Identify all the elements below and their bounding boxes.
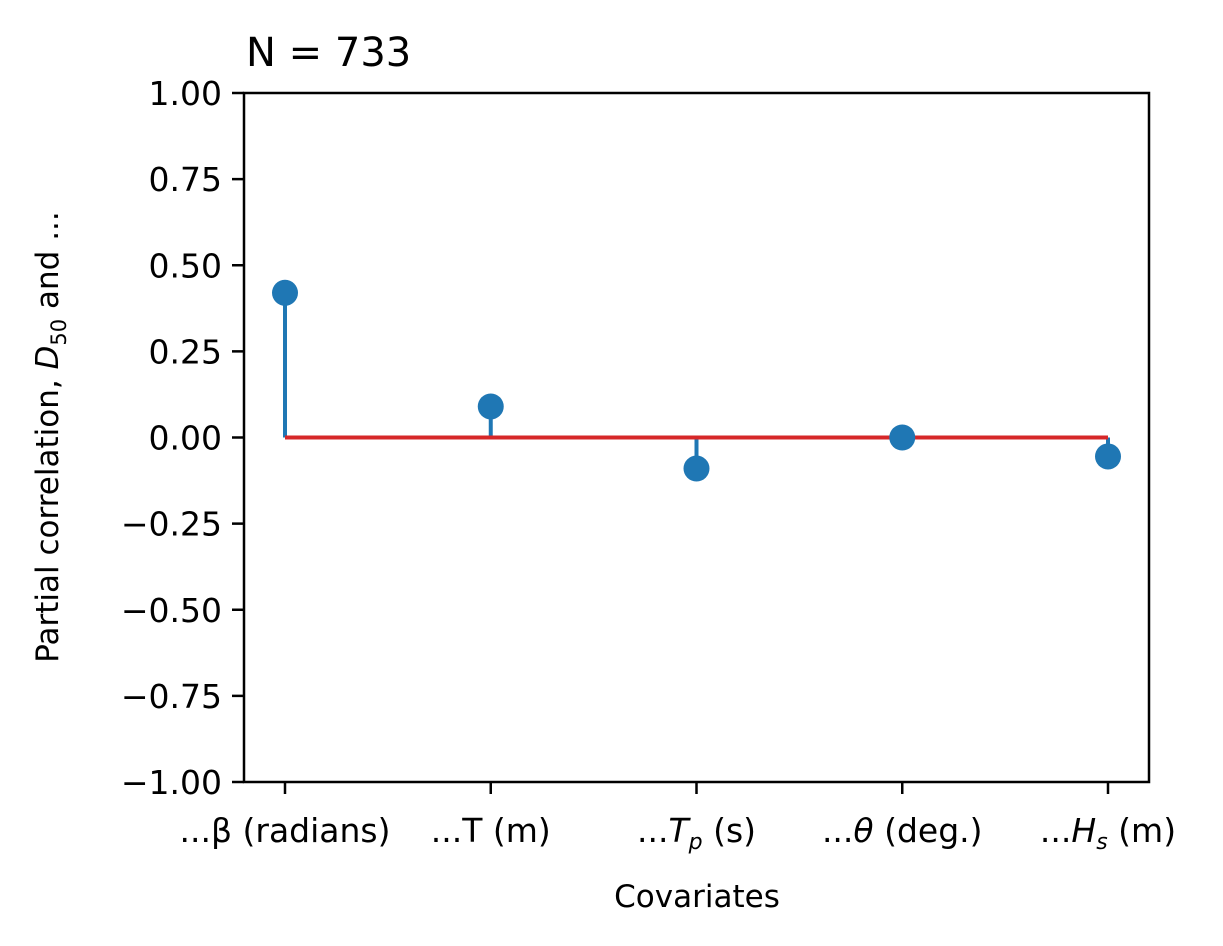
stem-marker — [1095, 443, 1121, 470]
y-axis-title-subscript: 50 — [47, 319, 71, 346]
x-tick-label: ...Hs (m) — [1040, 811, 1176, 855]
x-tick-label: ...β (radians) — [179, 811, 390, 850]
y-tick-label: −1.00 — [121, 763, 222, 802]
stem-marker — [272, 279, 298, 306]
x-tick-label: ...Tp (s) — [637, 811, 756, 855]
y-tick-label: 0.50 — [149, 246, 222, 285]
y-axis: 1.00 0.75 0.50 0.25 0.00 −0.25 −0.50 −0.75 −1.00 — [121, 74, 244, 802]
stem-marker — [683, 455, 710, 482]
y-tick-label: −0.25 — [121, 505, 222, 544]
y-tick-label: −0.50 — [121, 591, 222, 630]
x-axis: ...β (radians) ...T (m) ...Tp (s) ...θ (deg… — [179, 782, 1176, 855]
x-axis-title: Covariates — [614, 879, 780, 915]
y-axis-title-symbol: D — [30, 346, 66, 370]
y-tick-label: 0.00 — [149, 419, 222, 458]
y-tick-label: 0.25 — [149, 332, 222, 371]
y-axis-title-prefix: Partial correlation, — [30, 369, 66, 662]
y-tick-label: 0.75 — [149, 160, 222, 199]
stem-marker — [889, 424, 916, 451]
plot-layer — [272, 279, 1121, 482]
x-tick-label: ...T (m) — [431, 811, 551, 850]
y-axis-title: Partial correlation, D50 and ... — [30, 211, 71, 663]
stem-marker — [477, 393, 504, 420]
chart-title: N = 733 — [246, 30, 411, 76]
y-axis-title-suffix: and ... — [30, 211, 66, 319]
y-tick-label: −0.75 — [121, 677, 222, 716]
x-tick-label: ...θ (deg.) — [822, 811, 983, 850]
y-tick-label: 1.00 — [149, 74, 222, 113]
